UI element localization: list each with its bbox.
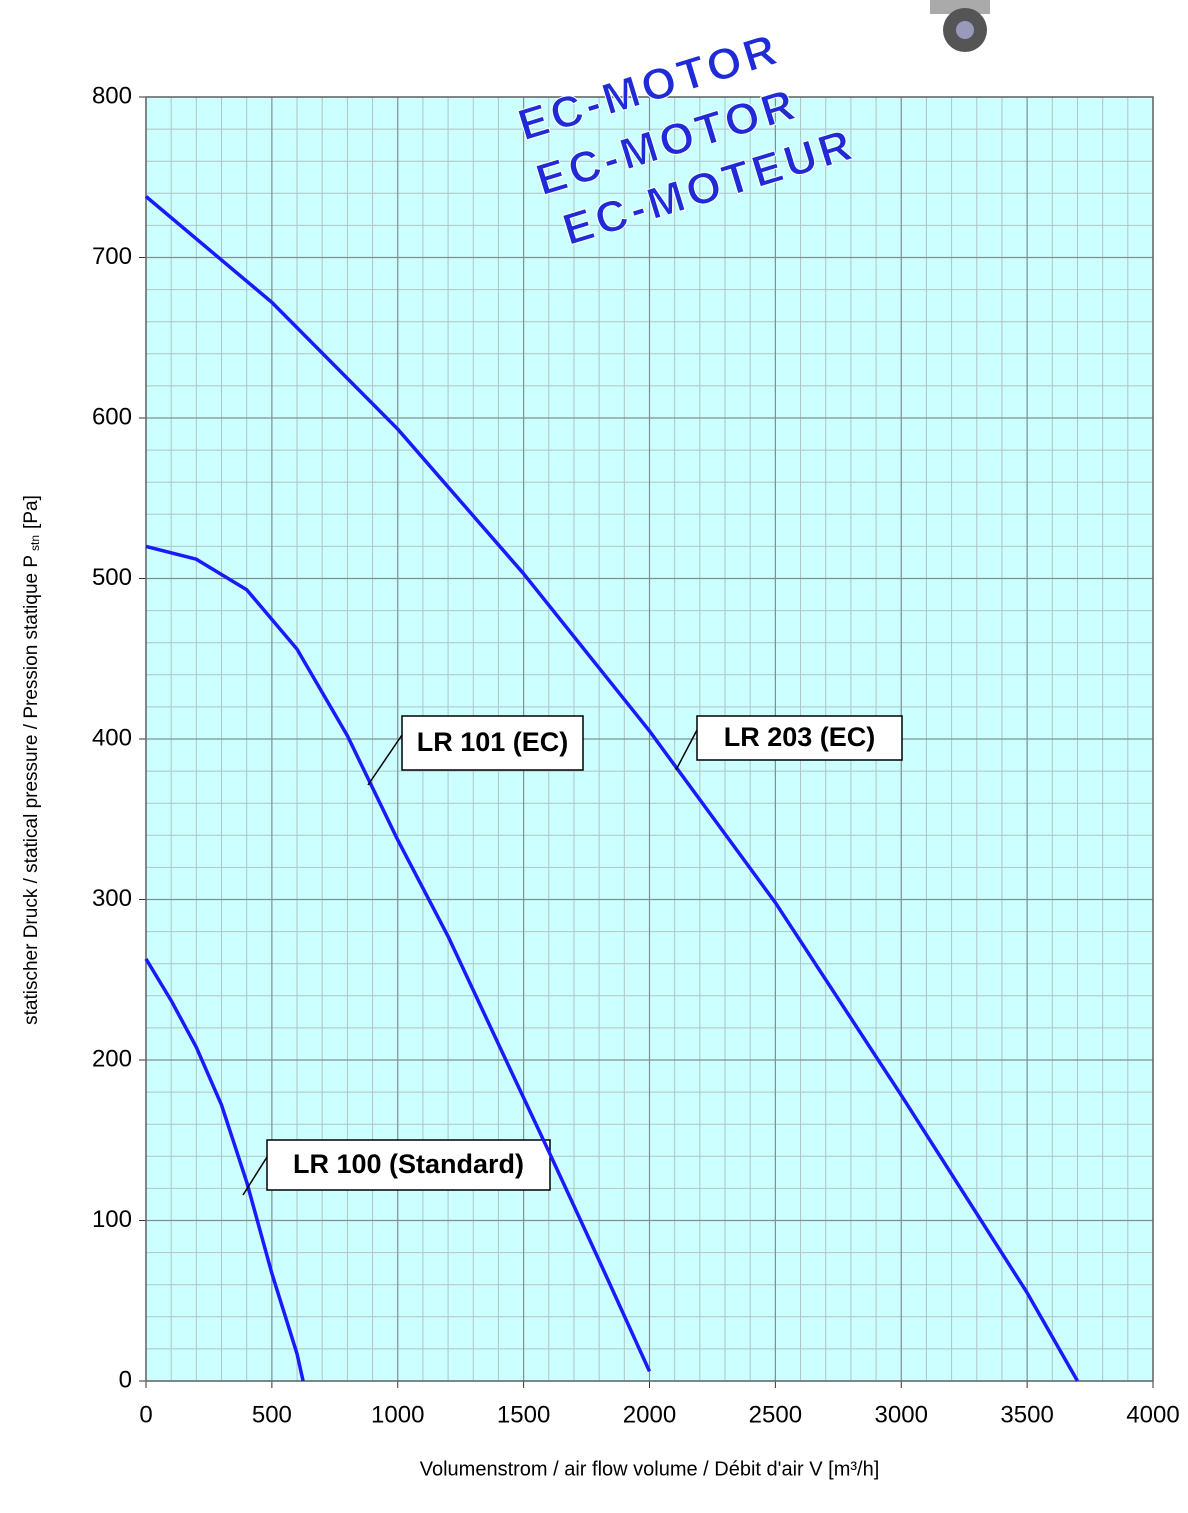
label-box [266, 1139, 551, 1191]
leader-line [367, 734, 403, 786]
series-line [144, 957, 305, 1382]
y-tick-label: 800 [92, 82, 132, 109]
x-tick-label: 4000 [1126, 1401, 1179, 1428]
x-tick-label: 2000 [623, 1401, 676, 1428]
series-label: LR 101 (EC) [417, 727, 569, 757]
series-line [144, 195, 1080, 1382]
y-tick-label: 400 [92, 724, 132, 751]
series-label: LR 100 (Standard) [293, 1149, 524, 1179]
wheel-icon [930, 0, 990, 52]
x-tick-label: 0 [139, 1401, 152, 1428]
x-tick-label: 3500 [1000, 1401, 1053, 1428]
y-tick-label: 100 [92, 1206, 132, 1233]
y-tick-label: 700 [92, 243, 132, 270]
series-label: LR 203 (EC) [724, 722, 876, 752]
x-axis-title: Volumenstrom / air flow volume / Débit d… [420, 1458, 880, 1480]
y-axis-title-sub: stn [28, 535, 42, 551]
series-line [145, 544, 652, 1373]
plot-border [145, 96, 1154, 1382]
x-tick-label: 2500 [749, 1401, 802, 1428]
y-tick-label: 600 [92, 403, 132, 430]
y-axis-title-unit: [Pa] [21, 495, 42, 529]
label-box [696, 715, 903, 761]
x-tick-label: 1000 [371, 1401, 424, 1428]
x-tick-label: 1500 [497, 1401, 550, 1428]
leader-line [675, 729, 698, 771]
y-tick-label: 500 [92, 564, 132, 591]
y-axis-title-main: statischer Druck / statical pressure / P… [21, 555, 42, 1025]
label-box [401, 715, 584, 771]
y-tick-label: 200 [92, 1045, 132, 1072]
y-tick-label: 0 [119, 1366, 132, 1393]
x-tick-label: 500 [252, 1401, 292, 1428]
leader-line [242, 1156, 268, 1196]
y-tick-label: 300 [92, 885, 132, 912]
x-tick-label: 3000 [875, 1401, 928, 1428]
y-axis-title: statischer Druck / statical pressure / P… [21, 495, 42, 1025]
